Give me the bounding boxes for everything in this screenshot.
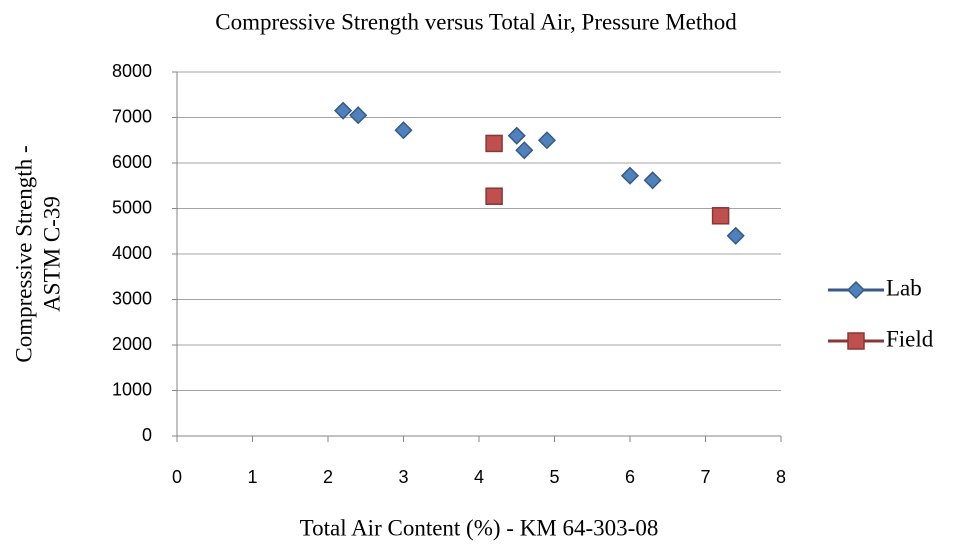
x-tick-label: 6 <box>625 467 635 487</box>
legend-marker <box>846 280 866 300</box>
chart-title: Compressive Strength versus Total Air, P… <box>215 9 737 34</box>
point <box>711 207 730 225</box>
x-tick-label: 1 <box>247 467 257 487</box>
point <box>507 126 526 145</box>
x-tick-label: 5 <box>549 467 559 487</box>
y-tick-label: 0 <box>142 425 152 445</box>
legend-marker <box>847 332 865 350</box>
point <box>643 171 662 190</box>
y-tick-label: 2000 <box>112 334 152 354</box>
y-axis-label-line: ASTM C-39 <box>39 196 64 312</box>
point <box>620 166 640 185</box>
point <box>394 121 413 140</box>
y-tick-label: 1000 <box>112 379 152 399</box>
point <box>515 141 534 160</box>
x-tick-label: 8 <box>776 467 786 487</box>
y-tick-label: 8000 <box>112 61 152 81</box>
x-tick-label: 0 <box>172 467 182 487</box>
y-tick-label: 6000 <box>112 152 152 172</box>
y-tick-label: 3000 <box>112 288 152 308</box>
y-tick-label: 5000 <box>112 197 152 217</box>
point <box>334 101 353 120</box>
y-axis-label: Compressive Strength - ASTM C-39 <box>11 145 64 362</box>
x-tick-label: 4 <box>474 467 484 487</box>
point <box>485 187 503 205</box>
x-tick-label: 7 <box>700 467 710 487</box>
point <box>726 226 745 245</box>
y-tick-label: 4000 <box>112 243 152 263</box>
legend-label: Field <box>886 326 934 351</box>
legend-label: Lab <box>886 275 922 300</box>
point <box>537 131 557 150</box>
x-tick-label: 2 <box>323 467 333 487</box>
x-tick-label: 3 <box>398 467 408 487</box>
y-axis-label-line: Compressive Strength - <box>11 145 36 362</box>
point <box>485 134 503 153</box>
y-tick-label: 7000 <box>112 106 152 126</box>
point <box>349 106 368 125</box>
x-axis-label: Total Air Content (%) - KM 64-303-08 <box>300 515 659 540</box>
